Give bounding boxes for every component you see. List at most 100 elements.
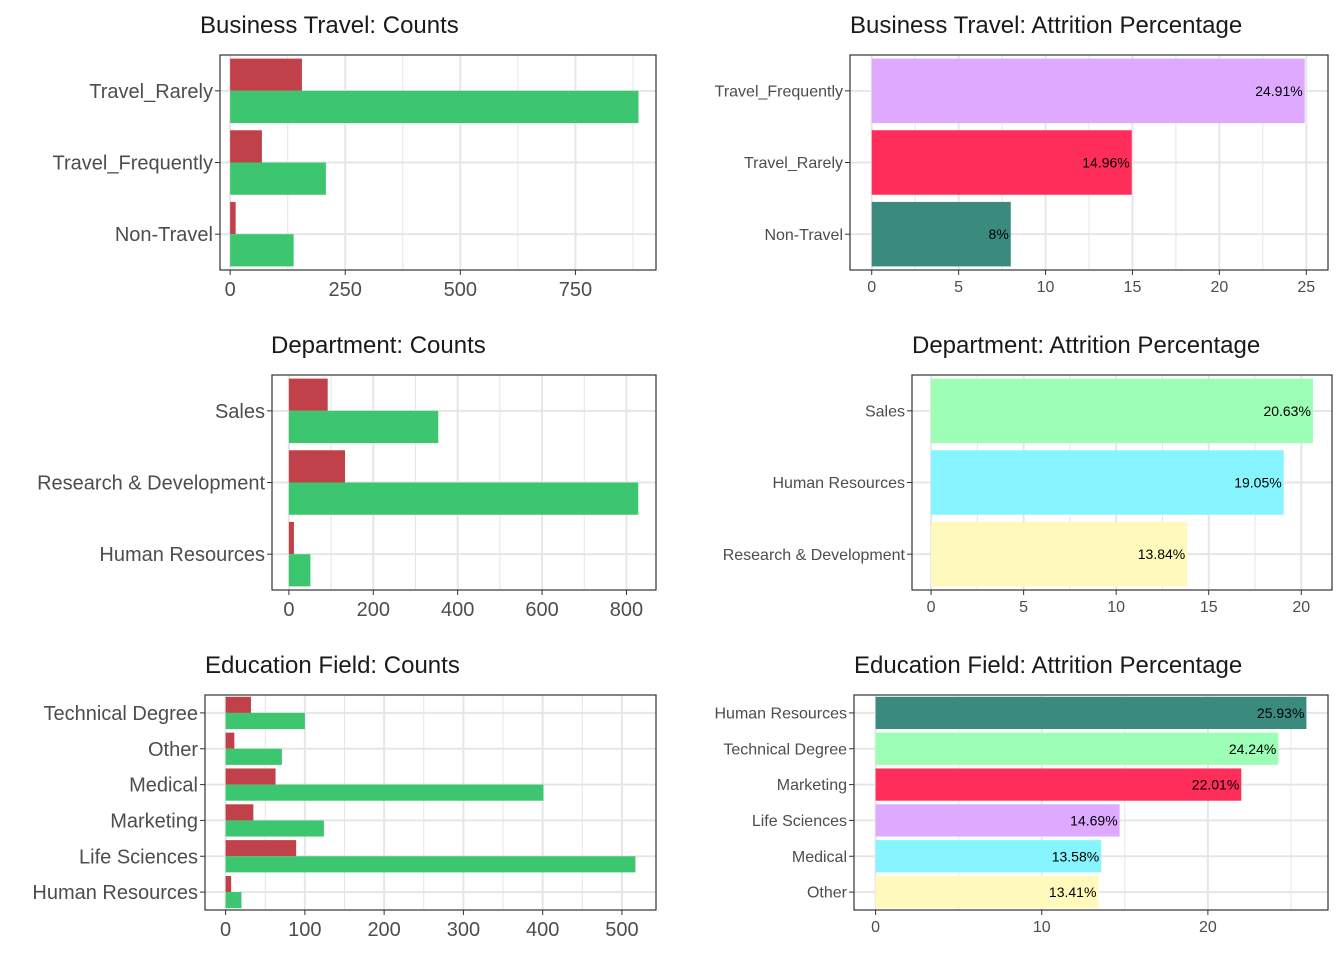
bar-other-yes	[225, 732, 235, 749]
data-label: 13.84%	[1138, 546, 1185, 562]
x-tick-label: 5	[954, 279, 963, 296]
x-tick-label: 20	[1292, 599, 1310, 616]
x-tick-label: 0	[927, 599, 936, 616]
business-travel-attrition-chart: Business Travel: Attrition Percentage 8% 1…	[672, 0, 1344, 320]
y-tick-label: Non-Travel	[115, 224, 213, 246]
y-tick-label: Sales	[865, 403, 905, 420]
bar-other-no	[225, 748, 282, 765]
bt-counts-svg: Business Travel: Counts Non-Travel Travel_…	[53, 12, 657, 301]
y-tick-label: Other	[148, 739, 198, 761]
chart-title: Education Field: Attrition Percentage	[854, 652, 1242, 679]
y-tick-label: Sales	[215, 401, 265, 423]
education-field-attrition-chart: Education Field: Attrition Percentage 13.…	[672, 640, 1344, 960]
bar-non-travel-yes	[230, 201, 236, 235]
x-tick-label: 750	[559, 279, 592, 301]
x-tick-label: 10	[1033, 919, 1051, 936]
x-tick-label: 400	[441, 599, 474, 621]
y-tick-label: Human Resources	[773, 475, 906, 492]
y-tick-label: Medical	[129, 775, 198, 797]
y-tick-label: Marketing	[110, 810, 198, 832]
department-counts-chart: Department: Counts Human Resources Researc…	[0, 320, 672, 640]
bar-travel-frequently-no	[230, 162, 326, 195]
y-tick-label: Life Sciences	[752, 813, 847, 830]
bar-research-development-no	[288, 482, 639, 515]
y-tick-label: Other	[807, 885, 848, 902]
data-label: 20.63%	[1263, 403, 1310, 419]
bar-human-resources-no	[225, 892, 242, 909]
x-tick-label: 0	[283, 599, 294, 621]
y-tick-label: Medical	[792, 849, 847, 866]
data-label: 13.58%	[1052, 848, 1099, 864]
x-tick-label: 500	[605, 919, 638, 941]
y-tick-label: Technical Degree	[43, 703, 198, 725]
edu-counts-svg: Education Field: Counts Human Resources Li…	[32, 652, 657, 941]
x-tick-label: 10	[1037, 279, 1055, 296]
y-tick-label: Travel_Rarely	[89, 81, 213, 103]
x-tick-label: 0	[220, 919, 231, 941]
x-tick-label: 5	[1019, 599, 1028, 616]
y-tick-label: Travel_Frequently	[715, 83, 843, 100]
bar-sales	[931, 378, 1313, 444]
x-tick-label: 250	[329, 279, 362, 301]
bar-technical-degree	[875, 732, 1279, 765]
bar-life-sciences-yes	[225, 840, 297, 857]
data-label: 14.69%	[1070, 812, 1117, 828]
bar-marketing	[875, 768, 1242, 801]
bar-research-development-yes	[288, 450, 346, 483]
bar-travel-rarely	[871, 130, 1132, 195]
bar-technical-degree-no	[225, 712, 305, 730]
dept-counts-svg: Department: Counts Human Resources Researc…	[37, 332, 657, 621]
dept-pct-svg: Department: Attrition Percentage 13.84% 19…	[723, 332, 1333, 616]
y-tick-label: Technical Degree	[723, 741, 847, 758]
y-tick-label: Life Sciences	[79, 846, 198, 868]
y-tick-label: Travel_Frequently	[53, 153, 213, 175]
data-label: 24.24%	[1229, 741, 1276, 757]
bar-travel-rarely-no	[230, 90, 639, 124]
bt-pct-svg: Business Travel: Attrition Percentage 8% 1…	[715, 12, 1329, 296]
education-field-counts-chart: Education Field: Counts Human Resources Li…	[0, 640, 672, 960]
y-tick-label: Human Resources	[715, 706, 848, 723]
bar-non-travel	[871, 201, 1011, 267]
x-tick-label: 600	[525, 599, 558, 621]
x-tick-label: 200	[357, 599, 390, 621]
x-tick-label: 100	[288, 919, 321, 941]
x-tick-label: 20	[1199, 919, 1217, 936]
x-tick-label: 15	[1200, 599, 1218, 616]
bar-medical-yes	[225, 768, 276, 785]
x-tick-label: 400	[526, 919, 559, 941]
data-label: 24.91%	[1255, 83, 1302, 99]
bar-marketing-yes	[225, 804, 254, 821]
bar-travel-rarely-yes	[230, 58, 302, 91]
bar-technical-degree-yes	[225, 696, 251, 713]
data-label: 19.05%	[1234, 475, 1281, 491]
x-tick-label: 20	[1210, 279, 1228, 296]
y-tick-label: Human Resources	[99, 544, 265, 566]
bar-human-resources-yes	[225, 875, 232, 893]
x-tick-label: 200	[367, 919, 400, 941]
bar-human-resources-yes	[288, 521, 294, 555]
y-tick-label: Research & Development	[723, 547, 906, 564]
x-tick-label: 300	[447, 919, 480, 941]
y-tick-label: Travel_Rarely	[744, 155, 843, 172]
x-tick-label: 10	[1107, 599, 1125, 616]
chart-title: Business Travel: Counts	[200, 12, 459, 39]
business-travel-counts-chart: Business Travel: Counts Non-Travel Travel_…	[0, 0, 672, 320]
bar-medical-no	[225, 784, 544, 801]
bar-research-development	[931, 521, 1188, 587]
data-label: 14.96%	[1082, 155, 1129, 171]
x-tick-label: 500	[444, 279, 477, 301]
data-label: 8%	[989, 226, 1009, 242]
x-tick-label: 0	[871, 919, 880, 936]
x-tick-label: 15	[1124, 279, 1142, 296]
bar-non-travel-no	[230, 234, 294, 267]
data-label: 25.93%	[1257, 705, 1304, 721]
plot-frame	[204, 694, 657, 911]
bar-medical	[875, 840, 1102, 873]
plot-frame	[853, 694, 1329, 911]
chart-title: Education Field: Counts	[205, 652, 460, 679]
y-tick-label: Non-Travel	[764, 227, 843, 244]
y-tick-label: Marketing	[777, 777, 847, 794]
data-label: 13.41%	[1049, 884, 1096, 900]
bar-human-resources	[931, 450, 1284, 515]
x-tick-label: 25	[1297, 279, 1315, 296]
